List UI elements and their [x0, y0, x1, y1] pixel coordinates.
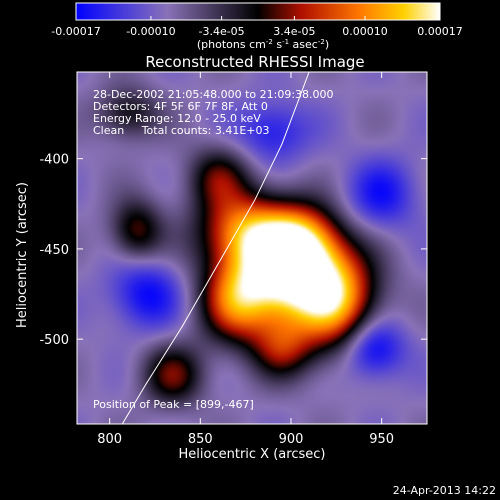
annotation-detectors: Detectors: 4F 5F 6F 7F 8F, Att 0 — [93, 100, 268, 113]
y-tick-label: -400 — [39, 153, 69, 168]
chart-title: Reconstructed RHESSI Image — [145, 53, 364, 71]
axis-ticks: 800 850 900 950 -400 -450 -500 — [39, 72, 427, 447]
colorbar — [75, 2, 441, 21]
colorbar-ticks: -0.00017 -0.00010 -3.4e-05 3.4e-05 0.00010 0.… — [51, 16, 463, 38]
annotation-energy-range: Energy Range: 12.0 - 25.0 keV — [93, 112, 261, 125]
annotation-clean-counts: Clean Total counts: 3.41E+03 — [93, 124, 270, 137]
footer-timestamp: 24-Apr-2013 14:22 — [393, 484, 496, 497]
x-tick-label: 900 — [279, 432, 304, 447]
colorbar-tick-label: 3.4e-05 — [273, 25, 315, 38]
plot-frame — [76, 71, 428, 425]
image-plot-area — [77, 72, 427, 424]
colorbar-tick-label: -3.4e-05 — [198, 25, 244, 38]
colorbar-tick-label: 0.00017 — [417, 25, 463, 38]
annotation-time-range: 28-Dec-2002 21:05:48.000 to 21:09:38.000 — [93, 88, 334, 101]
x-tick-label: 950 — [369, 432, 394, 447]
x-tick-label: 800 — [97, 432, 122, 447]
colorbar-unit-label: (photons cm-2 s-1 asec-2) — [197, 38, 329, 51]
colorbar-tick-label: 0.00010 — [342, 25, 388, 38]
y-tick-label: -450 — [39, 243, 69, 258]
y-tick-label: -500 — [39, 333, 69, 348]
peak-position-label: Position of Peak = [899,-467] — [93, 398, 254, 411]
x-axis-label: Heliocentric X (arcsec) — [179, 447, 326, 462]
colorbar-tick-label: -0.00010 — [126, 25, 175, 38]
x-tick-label: 850 — [188, 432, 213, 447]
solar-limb-curve — [121, 72, 310, 424]
colorbar-tick-label: -0.00017 — [51, 25, 100, 38]
y-axis-label: Heliocentric Y (arcsec) — [15, 182, 30, 328]
heatmap-image — [77, 72, 427, 424]
